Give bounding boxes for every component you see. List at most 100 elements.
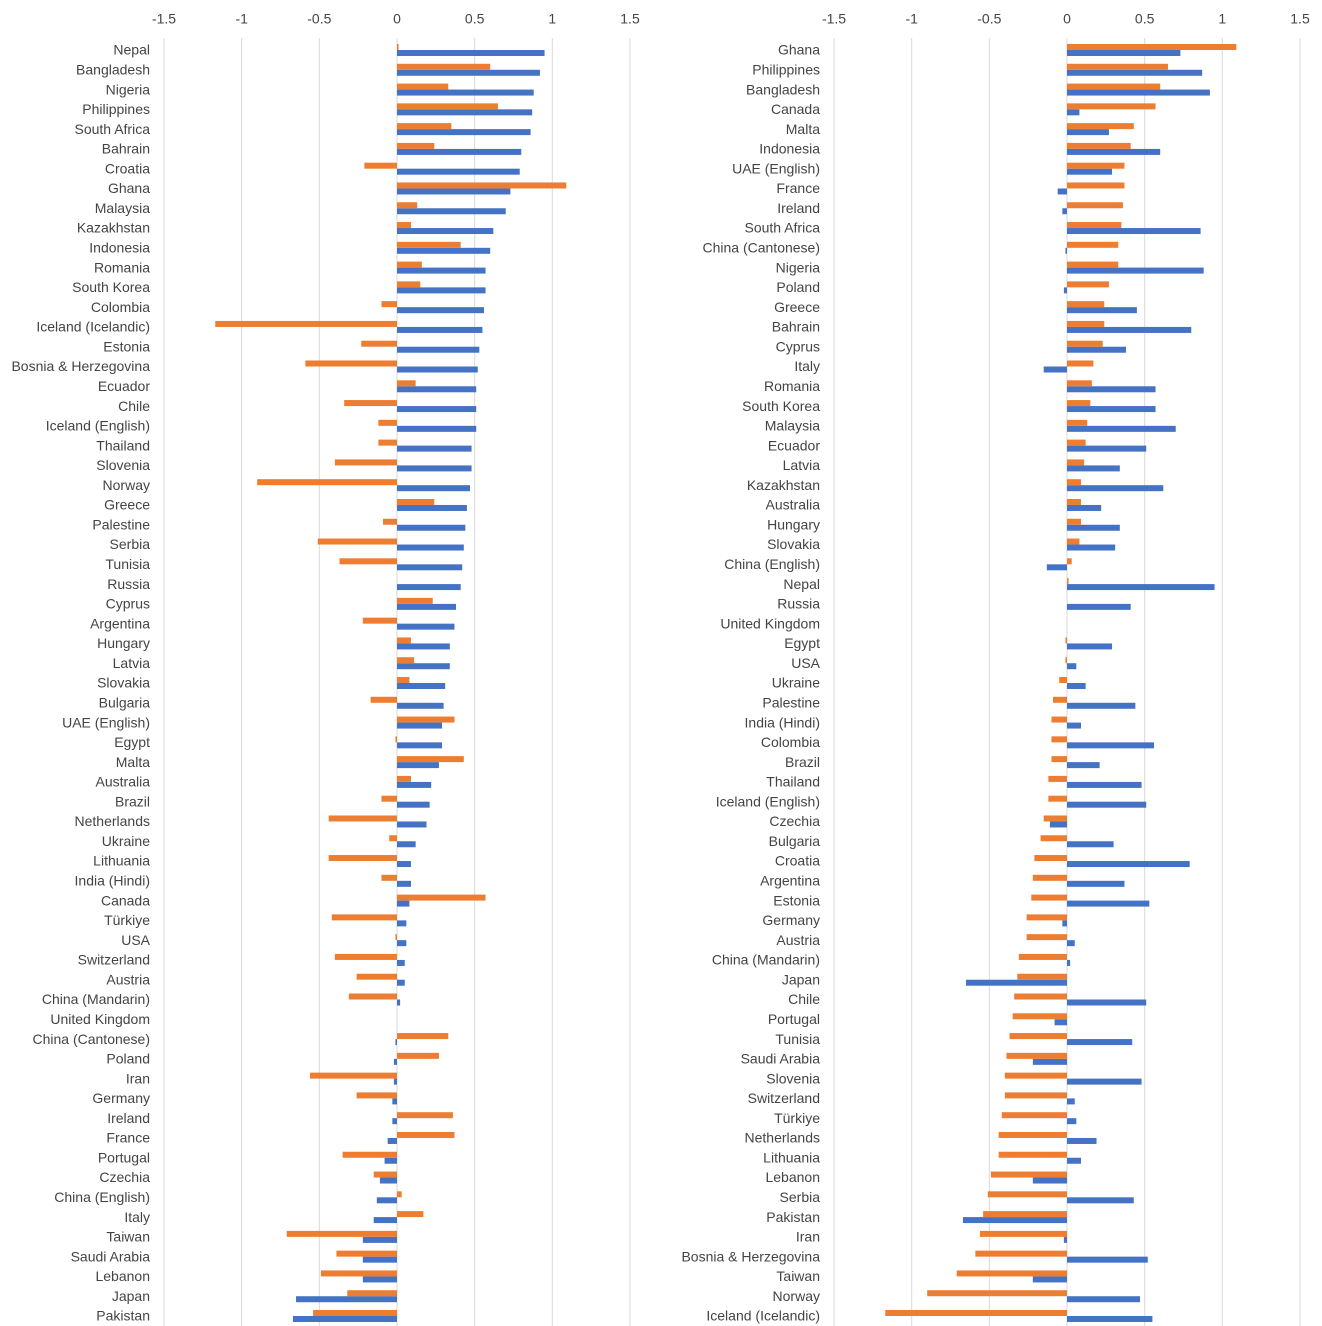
bar <box>1067 261 1119 268</box>
bar <box>1001 1112 1067 1119</box>
bar <box>1040 835 1067 842</box>
x-tick-label: 0.5 <box>465 11 485 27</box>
bar <box>397 504 467 511</box>
bar <box>389 835 397 842</box>
bar <box>379 1177 397 1184</box>
x-tick-label: 0 <box>393 11 401 27</box>
bar <box>397 683 446 689</box>
bar <box>1018 953 1067 960</box>
bar <box>1067 168 1113 175</box>
bar <box>397 129 531 136</box>
bar <box>1059 677 1067 683</box>
bar <box>397 716 455 723</box>
y-tick-label: Ecuador <box>768 437 820 453</box>
bar <box>1067 162 1125 169</box>
y-tick-label: Slovakia <box>767 536 820 552</box>
bar <box>397 781 432 788</box>
bar <box>1067 999 1147 1006</box>
y-tick-label: China (Cantonese) <box>702 240 820 256</box>
y-tick-label: Greece <box>774 299 820 315</box>
bar <box>397 1033 449 1040</box>
y-tick-label: Bosnia & Herzegovina <box>681 1248 820 1264</box>
x-tick-label: 1.5 <box>620 11 640 27</box>
bar <box>1067 103 1156 110</box>
bar <box>381 795 397 802</box>
bar <box>397 168 520 175</box>
bar <box>1067 267 1204 274</box>
bar <box>397 182 567 189</box>
bar <box>397 1112 453 1119</box>
y-tick-label: Russia <box>107 576 150 592</box>
y-tick-label: Australia <box>766 497 821 513</box>
bar <box>397 861 411 868</box>
bar <box>320 1270 397 1277</box>
y-tick-label: Italy <box>794 358 820 374</box>
bar <box>1067 479 1081 486</box>
y-tick-label: Taiwan <box>776 1268 820 1284</box>
bar <box>1048 775 1067 782</box>
y-tick-label: Malaysia <box>95 200 150 216</box>
bar <box>1067 1197 1134 1204</box>
y-tick-label: Philippines <box>82 101 150 117</box>
bar <box>1067 538 1080 545</box>
bar <box>397 188 511 195</box>
bar <box>397 603 457 610</box>
bar <box>397 1211 424 1218</box>
bar <box>328 855 397 862</box>
bar <box>397 346 480 353</box>
bar <box>1067 518 1081 525</box>
bar <box>397 89 534 96</box>
y-tick-label: Norway <box>773 1288 820 1304</box>
bar <box>397 643 450 650</box>
x-tick-label: 1.5 <box>1290 11 1310 27</box>
bar <box>397 425 477 432</box>
bar <box>1067 129 1109 136</box>
y-tick-label: China (Cantonese) <box>32 1031 150 1047</box>
y-tick-label: China (English) <box>724 556 820 572</box>
bar <box>356 1092 397 1099</box>
bar <box>397 465 472 472</box>
bar <box>305 360 397 367</box>
bar <box>397 920 407 927</box>
y-tick-label: Bahrain <box>102 141 150 157</box>
x-tick-label: 0.5 <box>1135 11 1155 27</box>
y-tick-label: France <box>106 1130 150 1146</box>
bar <box>397 637 411 644</box>
bar <box>397 281 421 288</box>
bar <box>376 1197 397 1204</box>
y-tick-label: Portugal <box>768 1011 820 1027</box>
y-tick-label: Ecuador <box>98 378 150 394</box>
y-tick-label: Bulgaria <box>769 833 821 849</box>
bar <box>395 934 397 941</box>
y-tick-label: Iran <box>126 1070 150 1086</box>
bar <box>1067 524 1120 531</box>
bar <box>387 1137 397 1144</box>
bar <box>1067 1256 1148 1263</box>
bar <box>1067 643 1113 650</box>
bar <box>397 1191 402 1198</box>
y-tick-label: Japan <box>782 971 820 987</box>
bar <box>1017 973 1067 980</box>
bar <box>292 1316 397 1322</box>
bar <box>1067 406 1156 413</box>
y-tick-label: Ukraine <box>772 675 820 691</box>
y-tick-label: Palestine <box>92 516 150 532</box>
bar <box>1067 83 1161 90</box>
bar <box>397 959 405 966</box>
y-tick-label: Norway <box>103 477 150 493</box>
y-tick-label: United Kingdom <box>50 1011 150 1027</box>
bar <box>1067 109 1080 116</box>
bar <box>1067 1137 1097 1144</box>
bar <box>397 380 416 387</box>
bar <box>397 228 494 235</box>
y-tick-label: Nepal <box>783 576 820 592</box>
y-tick-label: Palestine <box>762 694 820 710</box>
bar <box>397 702 444 709</box>
bar <box>1067 544 1116 551</box>
bar <box>328 815 397 822</box>
y-tick-label: South Korea <box>72 279 150 295</box>
bar <box>1067 307 1137 314</box>
bar <box>966 979 1067 986</box>
bar <box>392 1098 397 1105</box>
